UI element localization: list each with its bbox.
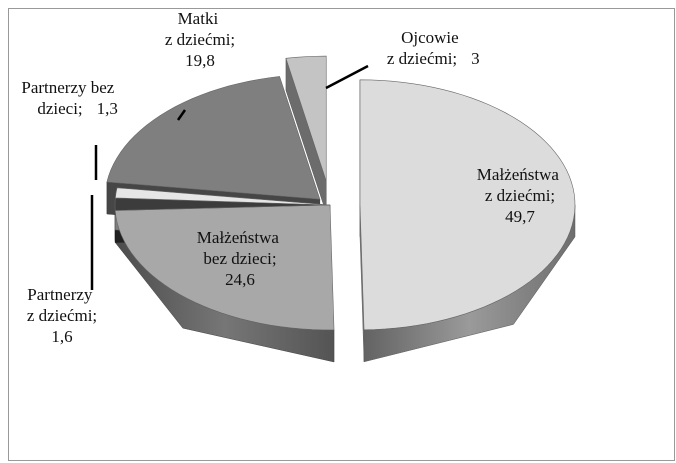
label-line: z dziećmi; (27, 306, 97, 325)
data-label-value: 1,3 (97, 99, 118, 118)
data-label-category: Małżeństwa z dziećmi; (477, 165, 563, 205)
label-line: Małżeństwa (477, 165, 563, 184)
data-label-category: Partnerzy z dziećmi; (27, 285, 97, 325)
pie-slice (106, 76, 321, 200)
label-line: Partnerzy bez (21, 78, 118, 97)
data-label-value: 24,6 (225, 270, 255, 289)
pie-tops (106, 55, 576, 331)
leader-line (176, 109, 187, 121)
label-line: bez dzieci; (203, 249, 276, 268)
data-label-category: Partnerzy bez dzieci; (21, 78, 118, 118)
leader-line (325, 64, 369, 90)
pie-slice (115, 187, 331, 206)
data-label-category: Matki z dziećmi; (165, 9, 235, 49)
data-label-value: 19,8 (185, 51, 215, 70)
label-line: z dziećmi; (165, 30, 235, 49)
data-label-value: 1,6 (51, 327, 72, 346)
labels: Małżeństwa z dziećmi; 49,7 Małżeństwa bez … (21, 9, 563, 346)
label-line: Partnerzy (27, 285, 96, 304)
data-label-category: Małżeństwa bez dzieci; (197, 228, 283, 268)
label-line: Ojcowie (401, 28, 463, 47)
label-line: z dziećmi; (387, 49, 457, 68)
pie-slice (114, 204, 335, 331)
data-label-value: 49,7 (505, 207, 535, 226)
data-label-category: Ojcowie z dziećmi; (387, 28, 463, 68)
label-line: Matki (178, 9, 223, 28)
pie-slice (359, 79, 576, 331)
label-line: Małżeństwa (197, 228, 283, 247)
label-line: dzieci; (37, 99, 82, 118)
pie-slice (285, 55, 327, 182)
data-label-value: 3 (471, 49, 480, 68)
label-line: z dziećmi; (485, 186, 555, 205)
